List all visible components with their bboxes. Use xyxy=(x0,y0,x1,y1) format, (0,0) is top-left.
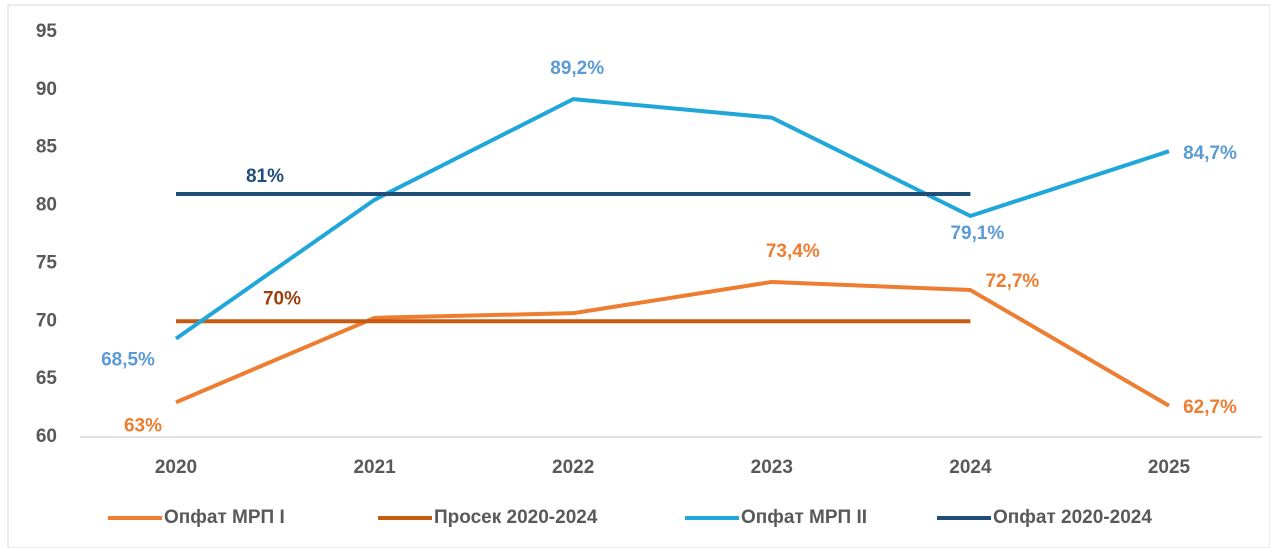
y-tick-label: 60 xyxy=(36,426,57,447)
y-tick-label: 75 xyxy=(36,252,58,273)
y-tick-label: 70 xyxy=(36,310,57,331)
data-label: 73,4% xyxy=(766,241,820,262)
legend-label: Опфат МРП I xyxy=(164,507,285,528)
data-label: 70% xyxy=(263,288,301,309)
y-tick-label: 95 xyxy=(36,21,58,42)
series-line xyxy=(174,97,1170,341)
y-tick-label: 85 xyxy=(36,137,58,158)
x-tick-label: 2023 xyxy=(751,457,793,478)
x-tick-label: 2024 xyxy=(949,457,992,478)
x-tick-label: 2025 xyxy=(1148,457,1191,478)
x-tick-label: 2022 xyxy=(552,457,594,478)
data-label: 89,2% xyxy=(550,58,604,79)
data-label: 84,7% xyxy=(1183,143,1237,164)
legend-label: Просек 2020-2024 xyxy=(434,507,598,528)
series-line xyxy=(175,279,1171,408)
y-tick-label: 80 xyxy=(36,195,57,216)
y-tick-label: 65 xyxy=(36,368,58,389)
legend-label: Опфат МРП II xyxy=(741,507,867,528)
data-label: 79,1% xyxy=(950,223,1004,244)
x-tick-label: 2021 xyxy=(353,457,396,478)
y-tick-label: 90 xyxy=(36,79,57,100)
data-label: 63% xyxy=(124,415,162,436)
data-label: 62,7% xyxy=(1183,397,1237,418)
legend-label: Опфат 2020-2024 xyxy=(993,507,1152,528)
data-label: 72,7% xyxy=(985,271,1039,292)
data-label: 81% xyxy=(246,166,284,187)
x-tick-label: 2020 xyxy=(155,457,197,478)
chart-frame xyxy=(7,4,1270,548)
data-label: 68,5% xyxy=(101,350,155,371)
